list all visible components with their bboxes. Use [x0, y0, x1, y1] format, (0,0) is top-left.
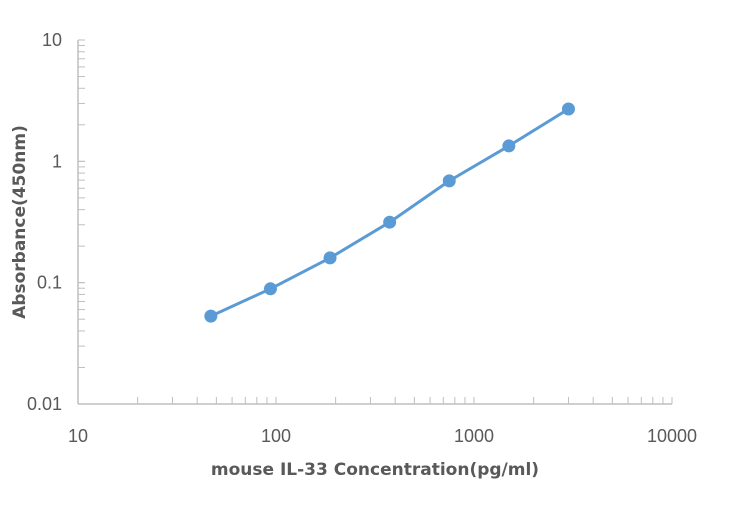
y-axis — [77, 39, 85, 405]
data-point-marker — [263, 282, 277, 296]
data-point-marker — [323, 251, 337, 265]
x-tick-label: 10 — [68, 426, 88, 446]
data-point-marker — [204, 309, 218, 323]
x-axis — [77, 397, 673, 405]
y-axis-title: Absorbance(450nm) — [10, 125, 30, 319]
y-tick-label: 0.01 — [27, 394, 62, 414]
x-axis-title: mouse IL-33 Concentration(pg/ml) — [211, 460, 539, 480]
y-tick-labels: 10 1 0.1 0.01 — [27, 30, 62, 414]
data-point-marker — [502, 139, 516, 153]
data-point-marker — [561, 102, 575, 116]
data-point-marker — [442, 174, 456, 188]
x-tick-label: 100 — [261, 426, 291, 446]
x-tick-labels: 10 100 1000 10000 — [68, 426, 697, 446]
y-tick-label: 0.1 — [37, 273, 62, 293]
y-tick-label: 1 — [52, 151, 62, 171]
data-series — [204, 102, 575, 323]
y-tick-label: 10 — [42, 30, 62, 50]
x-tick-label: 10000 — [647, 426, 697, 446]
series-line — [210, 107, 570, 318]
x-tick-label: 1000 — [454, 426, 494, 446]
data-point-marker — [383, 215, 397, 229]
